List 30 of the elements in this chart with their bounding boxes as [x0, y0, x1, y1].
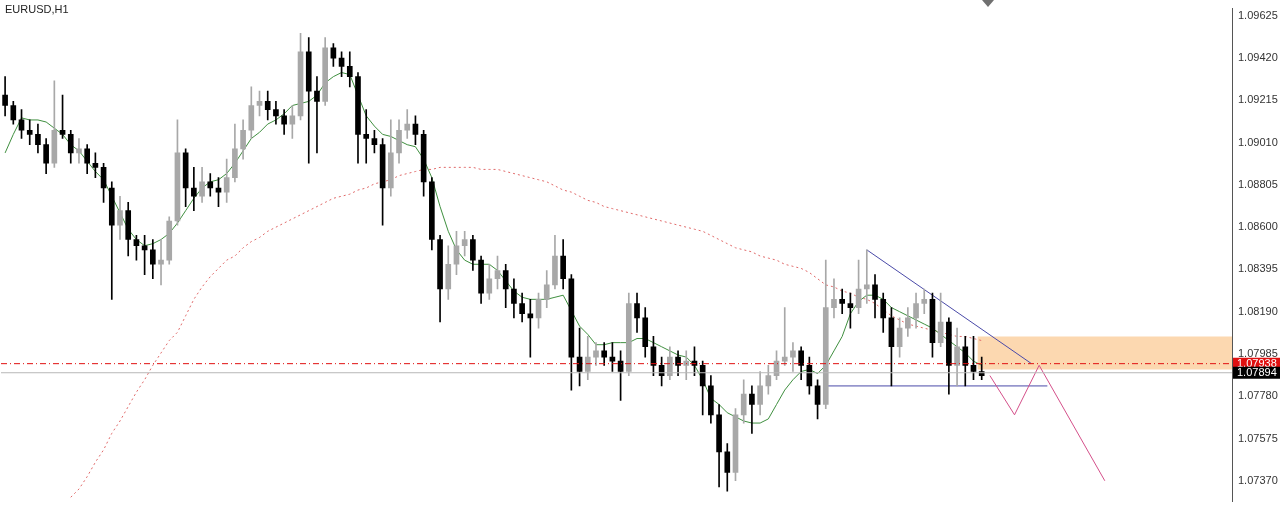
y-tick-label: 1.09010 [1238, 135, 1278, 148]
y-tick-label: 1.08190 [1238, 304, 1278, 317]
candlestick [839, 288, 846, 315]
candlestick [781, 307, 788, 366]
y-tick-label: 1.09420 [1238, 51, 1278, 64]
candlestick [921, 288, 928, 315]
chart-title: EURUSD,H1 [5, 3, 69, 15]
candlestick [404, 109, 411, 139]
y-tick-label: 1.07575 [1238, 431, 1278, 444]
candlestick [363, 109, 370, 164]
candlestick [683, 350, 690, 381]
y-tick-label: 1.07780 [1238, 389, 1278, 402]
candlestick [26, 119, 33, 146]
candlestick [158, 239, 164, 286]
candlestick [314, 76, 320, 154]
ref-line-label: 1.07938 [1237, 356, 1277, 369]
y-tick-label: 1.08805 [1238, 177, 1278, 190]
candlestick [831, 278, 837, 319]
y-tick-label: 1.08395 [1238, 262, 1278, 275]
y-tick-label: 1.07370 [1238, 473, 1278, 486]
y-tick-label: 1.08600 [1238, 220, 1278, 233]
candlestick [593, 342, 599, 366]
candlestick [749, 385, 755, 434]
candlestick [76, 138, 82, 164]
line-series [70, 166, 983, 498]
y-tick-label: 1.09625 [1238, 8, 1278, 21]
y-tick-label: 1.07985 [1238, 347, 1278, 359]
candlestick [191, 167, 197, 211]
y-tick-label: 1.09215 [1238, 93, 1278, 106]
candlestick [790, 342, 796, 372]
